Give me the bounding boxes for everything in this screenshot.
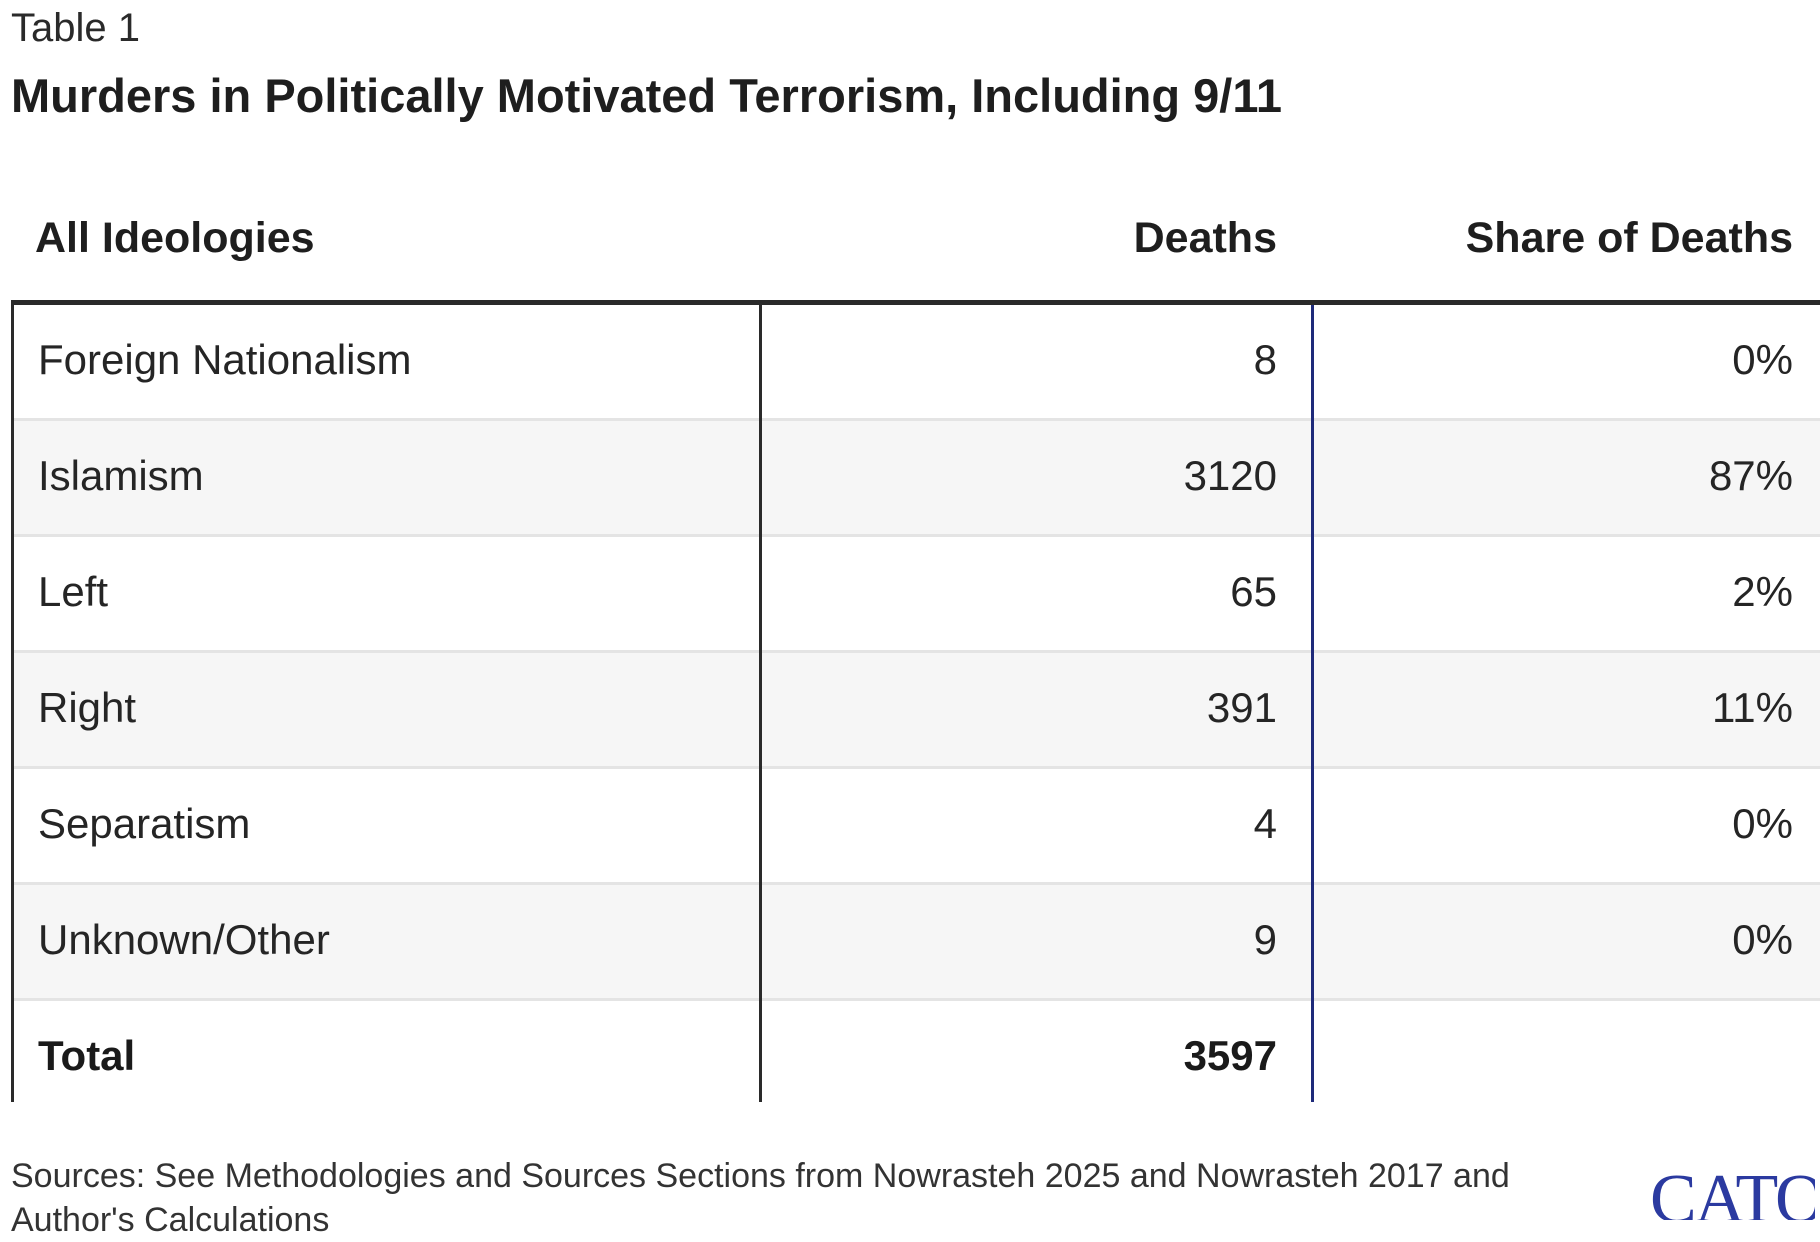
total-row: Total 3597 xyxy=(11,1001,1820,1113)
column-divider-share xyxy=(1311,305,1314,1102)
row-ideology: Foreign Nationalism xyxy=(38,336,412,383)
row-deaths: 3120 xyxy=(1183,452,1277,499)
cato-logo: CATO xyxy=(1650,1161,1815,1220)
row-share: 0% xyxy=(1732,336,1793,383)
row-ideology: Islamism xyxy=(38,452,204,499)
row-share: 11% xyxy=(1712,684,1793,731)
row-deaths: 8 xyxy=(1253,336,1277,383)
row-share: 0% xyxy=(1732,916,1793,963)
row-deaths: 9 xyxy=(1253,916,1277,963)
row-share: 0% xyxy=(1732,800,1793,847)
row-ideology: Separatism xyxy=(38,800,251,847)
row-deaths: 65 xyxy=(1230,568,1277,615)
table-title: Murders in Politically Motivated Terrori… xyxy=(11,69,1283,122)
column-header-deaths: Deaths xyxy=(1133,214,1277,262)
table-row: Separatism 4 0% xyxy=(11,769,1820,885)
row-ideology: Left xyxy=(38,568,109,615)
column-divider-left xyxy=(11,305,14,1102)
table-header: All Ideologies Deaths Share of Deaths xyxy=(11,190,1820,305)
total-label: Total xyxy=(38,1032,136,1079)
column-header-share: Share of Deaths xyxy=(1465,214,1793,262)
row-deaths: 391 xyxy=(1206,684,1277,731)
svg-text:CATO: CATO xyxy=(1650,1161,1815,1220)
table-row: Islamism 3120 87% xyxy=(11,421,1820,537)
table-row: Left 65 2% xyxy=(11,537,1820,653)
sources-note: Sources: See Methodologies and Sources S… xyxy=(11,1157,1510,1239)
column-header-ideology: All Ideologies xyxy=(35,214,315,262)
row-share: 87% xyxy=(1708,452,1793,499)
row-deaths: 4 xyxy=(1253,800,1277,847)
table-label: Table 1 xyxy=(11,6,140,50)
row-ideology: Right xyxy=(38,684,137,731)
table-row: Unknown/Other 9 0% xyxy=(11,885,1820,1001)
row-share: 2% xyxy=(1732,568,1793,615)
row-ideology: Unknown/Other xyxy=(38,916,330,963)
data-table: All Ideologies Deaths Share of Deaths Fo… xyxy=(11,190,1820,1113)
total-deaths: 3597 xyxy=(1183,1032,1277,1079)
column-divider-deaths xyxy=(759,305,762,1102)
table-row: Foreign Nationalism 8 0% xyxy=(11,305,1820,421)
table-row: Right 391 11% xyxy=(11,653,1820,769)
